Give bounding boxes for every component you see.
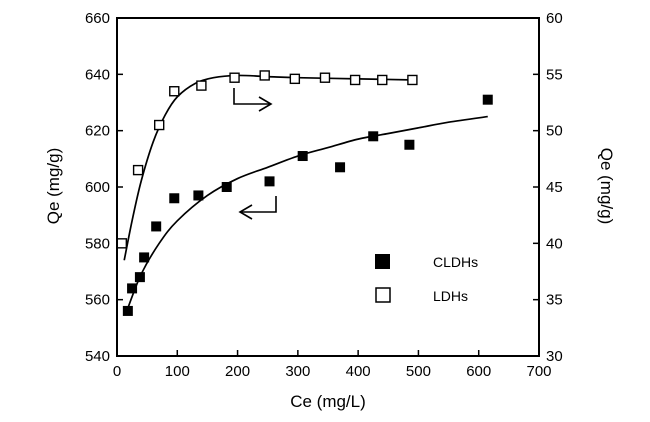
- data-markers: [116, 70, 493, 316]
- left-y-axis-title: Qe (mg/g): [44, 148, 63, 225]
- left-y-tick-label: 600: [85, 179, 110, 196]
- x-tick-label: 600: [466, 363, 491, 380]
- arrow-right-head: [258, 96, 273, 112]
- left-y-tick-label: 660: [85, 10, 110, 27]
- data-point-ldhs: [196, 80, 207, 91]
- legend-marker-cldhs: [375, 254, 390, 269]
- right-y-tick-label: 35: [546, 292, 563, 309]
- legend-marker-ldhs: [375, 287, 391, 303]
- data-point-ldhs: [259, 70, 270, 81]
- data-point-ldhs: [349, 74, 361, 86]
- data-point-cldhs: [134, 272, 145, 283]
- left-y-axis-ticks: 540 560 580 600 620 640 660: [85, 10, 123, 365]
- plot-frame: [116, 17, 540, 357]
- data-point-cldhs: [193, 190, 204, 201]
- data-point-cldhs: [127, 283, 138, 294]
- left-y-tick-label: 540: [85, 348, 110, 365]
- data-point-cldhs: [335, 162, 346, 173]
- arrow-left-head: [238, 204, 253, 220]
- data-point-ldhs: [116, 238, 128, 249]
- right-y-tick-label: 55: [546, 66, 563, 83]
- data-point-cldhs: [139, 252, 150, 263]
- fit-curves: [123, 74, 488, 309]
- data-point-cldhs: [122, 305, 133, 316]
- x-axis-ticks: 0 100 200 300 400 500 600 700: [113, 350, 552, 380]
- left-y-tick-label: 620: [85, 123, 110, 140]
- data-point-ldhs: [407, 74, 418, 86]
- data-point-ldhs: [319, 72, 331, 83]
- x-tick-label: 500: [406, 363, 431, 380]
- data-point-ldhs: [132, 164, 144, 176]
- right-y-tick-label: 45: [546, 179, 563, 196]
- data-point-cldhs: [151, 221, 162, 232]
- x-axis-title: Ce (mg/L): [290, 392, 366, 411]
- x-tick-label: 700: [526, 363, 551, 380]
- x-tick-label: 200: [225, 363, 250, 380]
- x-tick-label: 0: [113, 363, 121, 380]
- data-point-cldhs: [264, 176, 275, 187]
- right-y-tick-label: 60: [546, 10, 563, 27]
- left-y-tick-label: 560: [85, 292, 110, 309]
- data-point-cldhs: [169, 193, 180, 204]
- data-point-ldhs: [229, 72, 240, 83]
- right-y-tick-label: 50: [546, 123, 563, 140]
- legend-label-ldhs: LDHs: [433, 288, 468, 304]
- legend: CLDHs LDHs: [375, 254, 478, 304]
- x-tick-label: 100: [165, 363, 190, 380]
- data-point-cldhs: [482, 94, 493, 105]
- data-point-ldhs: [153, 119, 165, 131]
- data-point-cldhs: [221, 182, 232, 192]
- data-point-ldhs: [377, 74, 388, 86]
- legend-label-cldhs: CLDHs: [433, 254, 478, 270]
- x-tick-label: 400: [346, 363, 371, 380]
- plot-border: [116, 17, 540, 357]
- left-y-tick-label: 640: [85, 66, 110, 83]
- data-point-cldhs: [404, 139, 415, 150]
- data-point-ldhs: [169, 86, 180, 97]
- arrow-right-shaft: [233, 88, 270, 105]
- right-y-tick-label: 40: [546, 235, 563, 252]
- left-y-tick-label: 580: [85, 235, 110, 252]
- axis-arrows: [233, 88, 277, 220]
- right-y-axis-title: Qe (mg/g): [597, 148, 616, 225]
- data-point-cldhs: [297, 151, 308, 162]
- data-point-cldhs: [368, 131, 379, 142]
- right-y-tick-label: 30: [546, 348, 563, 365]
- fit-curve-cldhs: [127, 115, 488, 309]
- arrow-left-shaft: [241, 196, 277, 213]
- data-point-ldhs: [289, 73, 301, 85]
- x-tick-label: 300: [285, 363, 310, 380]
- right-y-axis-ticks: 30 35 40 45 50 55 60: [533, 10, 563, 365]
